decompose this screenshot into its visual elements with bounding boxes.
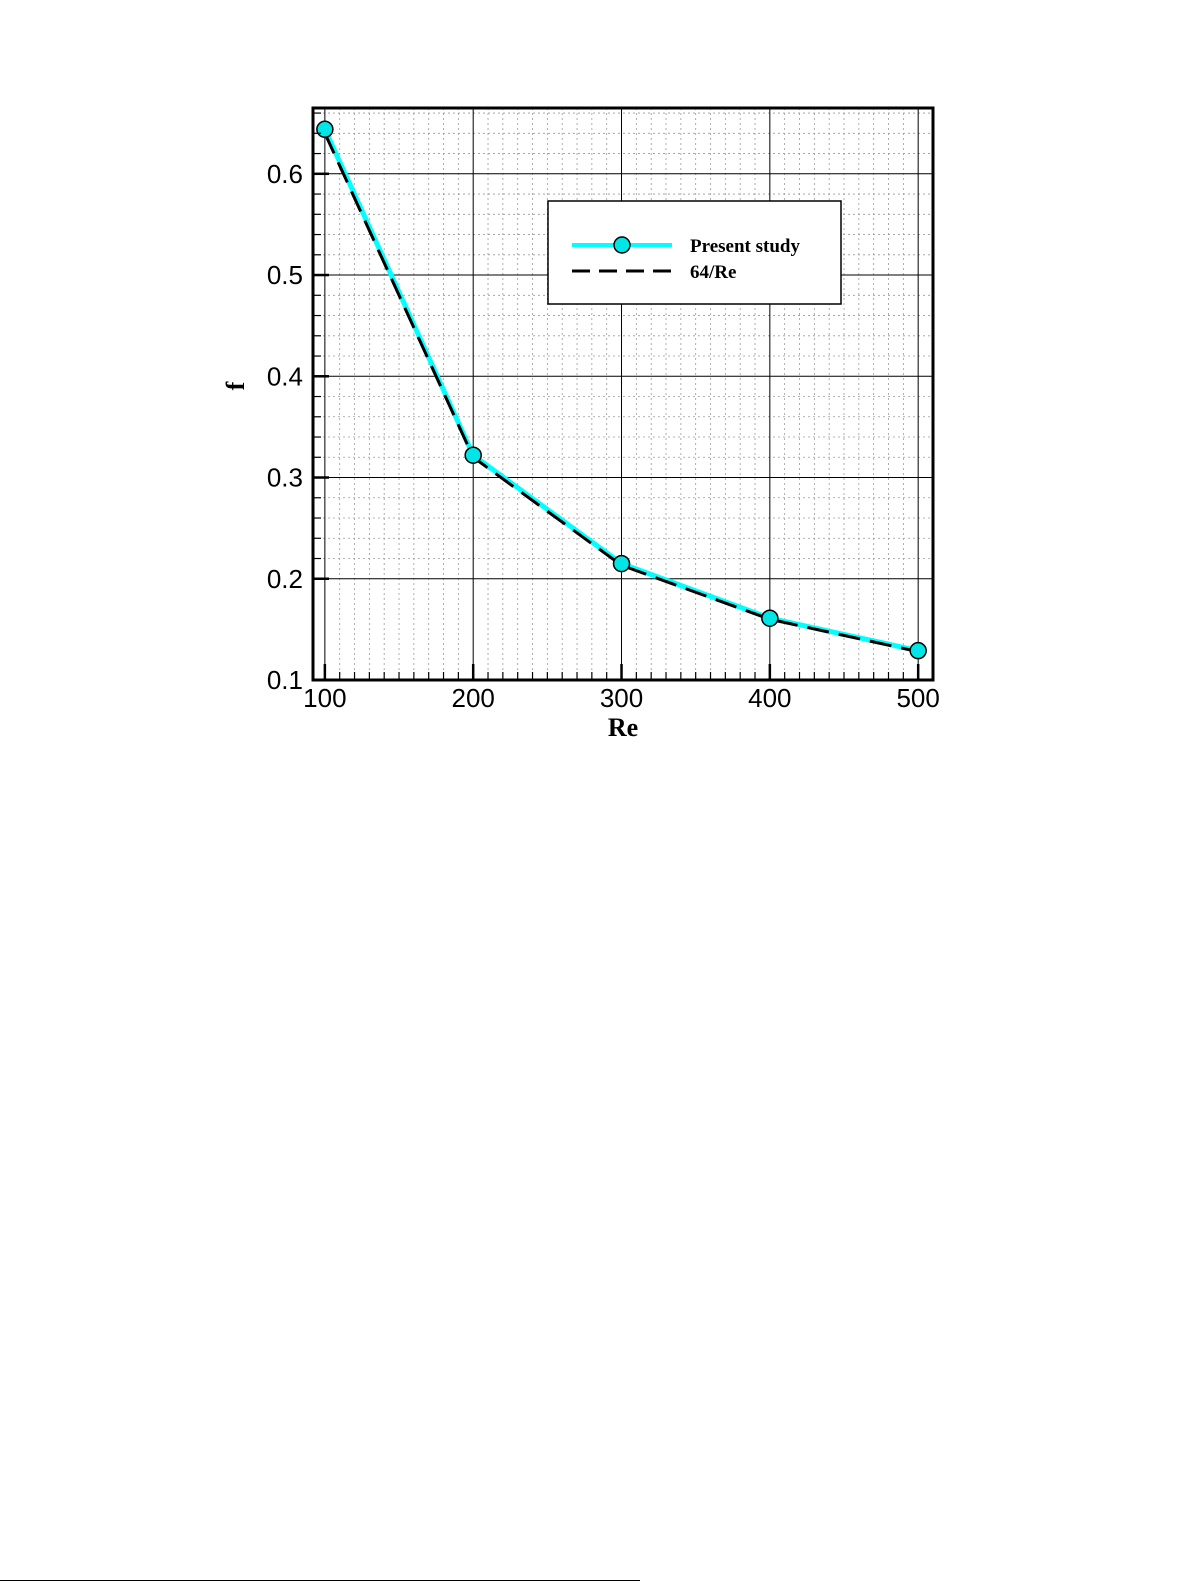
data-point-present-study	[316, 120, 334, 139]
y-tick-label: 0.5	[267, 260, 303, 290]
y-tick-label: 0.6	[267, 159, 303, 189]
data-point-present-study	[464, 446, 482, 464]
legend-marker-present-study	[613, 236, 631, 254]
y-tick-label: 0.2	[267, 564, 303, 594]
x-tick-label: 500	[896, 683, 939, 713]
x-tick-label: 400	[748, 683, 791, 713]
x-tick-label: 300	[600, 683, 643, 713]
y-tick-label: 0.4	[267, 361, 303, 391]
y-axis-title: f	[221, 381, 250, 390]
plot-frame	[311, 106, 935, 682]
x-axis-title: Re	[608, 713, 638, 742]
tick-labels: 100 200 300 400 500 0.1 0.2 0.3 0.4 0.5 0.6	[267, 159, 940, 713]
legend-label-64-re: 64/Re	[690, 262, 736, 283]
series-layer	[316, 120, 927, 660]
legend-label-present-study: Present study	[690, 236, 800, 257]
data-point-present-study	[612, 554, 631, 573]
x-tick-label: 100	[303, 683, 346, 713]
legend-box	[547, 200, 842, 305]
series-line-64-re	[323, 132, 919, 654]
footnote-rule	[0, 1580, 640, 1581]
legend: Present study 64/Re	[547, 200, 842, 305]
x-tick-label: 200	[451, 683, 494, 713]
data-point-present-study	[761, 609, 779, 627]
data-point-present-study	[909, 641, 927, 660]
axis-ticks	[313, 112, 920, 682]
y-tick-label: 0.1	[267, 665, 303, 695]
y-tick-label: 0.3	[267, 463, 303, 493]
